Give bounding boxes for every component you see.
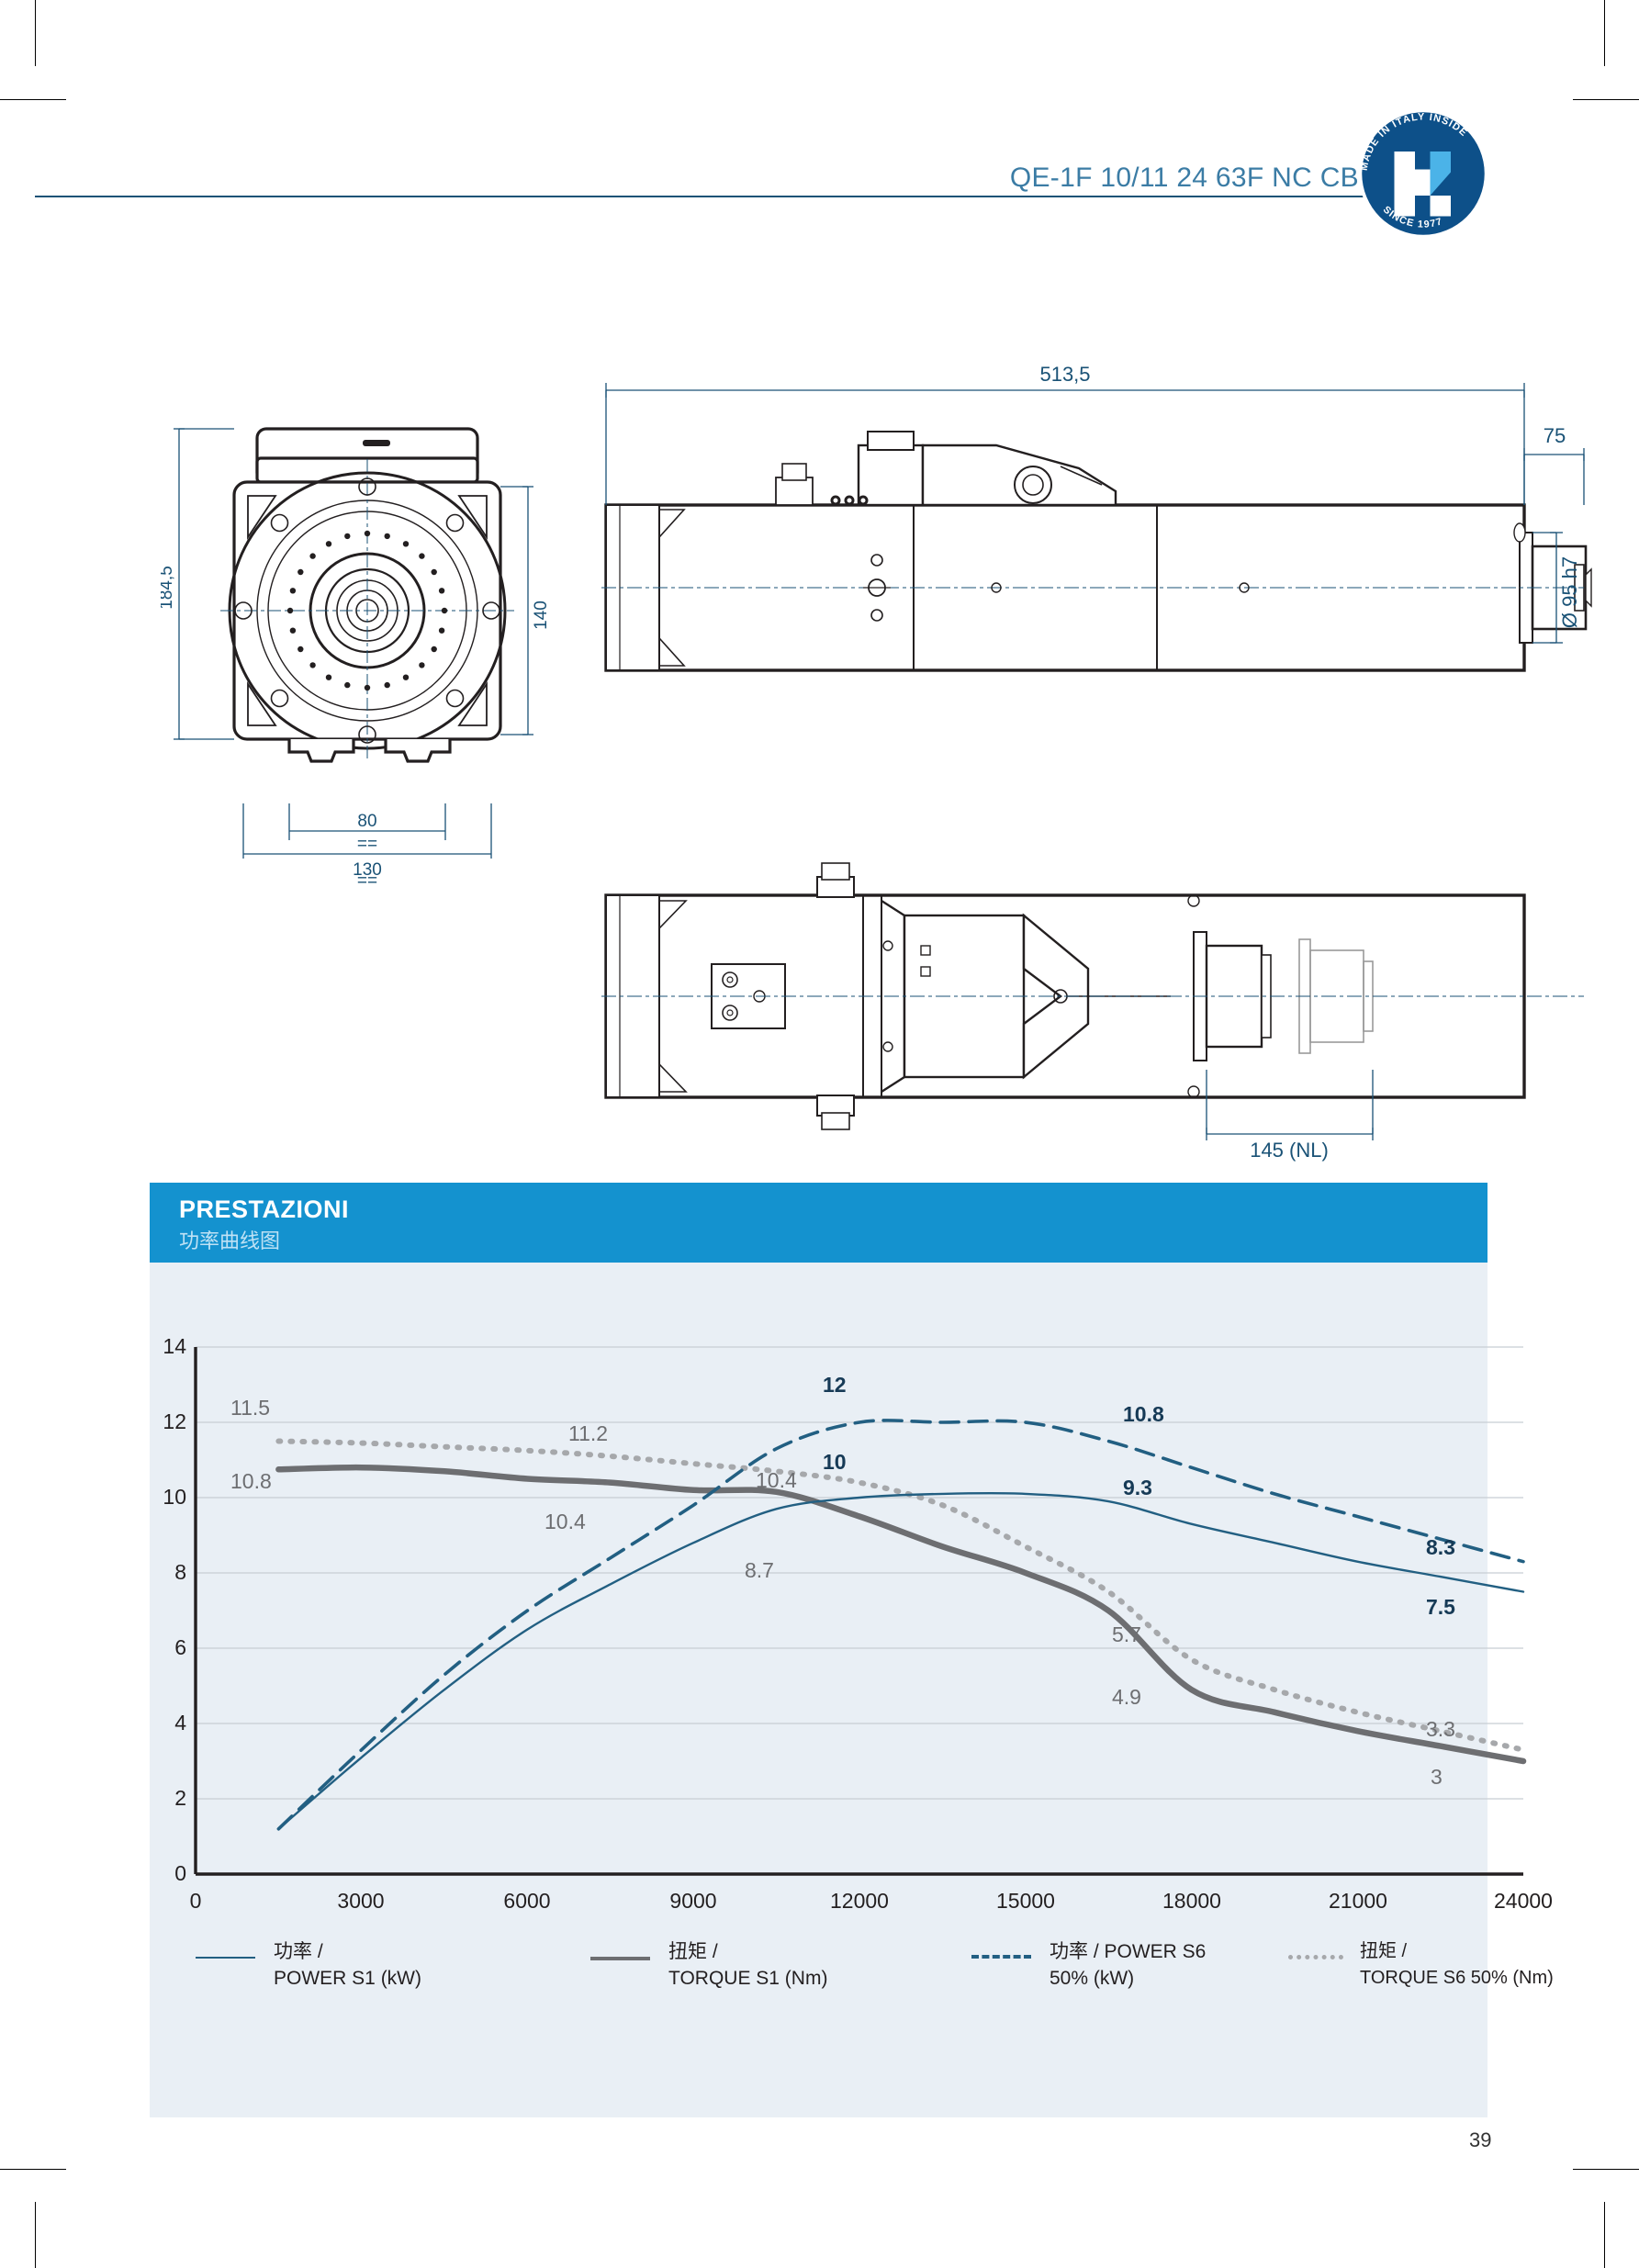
svg-text:10: 10	[823, 1450, 847, 1474]
svg-text:24000: 24000	[1494, 1889, 1553, 1913]
svg-text:9.3: 9.3	[1123, 1476, 1152, 1499]
svg-text:80: 80	[357, 812, 376, 831]
svg-text:0: 0	[190, 1889, 202, 1913]
svg-text:75: 75	[1544, 424, 1566, 447]
svg-text:14: 14	[163, 1334, 186, 1358]
svg-text:11.5: 11.5	[230, 1396, 270, 1420]
svg-text:6: 6	[174, 1635, 186, 1659]
svg-text:6000: 6000	[503, 1889, 550, 1913]
svg-text:184,5: 184,5	[161, 566, 176, 610]
svg-text:4: 4	[174, 1711, 186, 1735]
svg-text:8: 8	[174, 1560, 186, 1584]
svg-text:11.2: 11.2	[568, 1421, 608, 1445]
svg-text:140: 140	[532, 601, 551, 630]
svg-text:10.8: 10.8	[230, 1469, 272, 1493]
svg-text:==: ==	[357, 835, 377, 854]
svg-text:513,5: 513,5	[1039, 363, 1090, 386]
svg-text:21000: 21000	[1329, 1889, 1387, 1913]
svg-text:10.4: 10.4	[544, 1510, 586, 1533]
svg-text:12000: 12000	[830, 1889, 889, 1913]
svg-text:145 (NL): 145 (NL)	[1250, 1139, 1329, 1162]
svg-text:12: 12	[823, 1373, 847, 1397]
svg-text:15000: 15000	[996, 1889, 1055, 1913]
svg-text:8.7: 8.7	[745, 1558, 774, 1582]
svg-text:5.7: 5.7	[1112, 1622, 1141, 1646]
svg-text:3: 3	[1431, 1765, 1443, 1789]
svg-text:0: 0	[174, 1861, 186, 1885]
svg-text:18000: 18000	[1162, 1889, 1221, 1913]
svg-text:==: ==	[357, 871, 377, 886]
svg-text:9000: 9000	[669, 1889, 716, 1913]
svg-text:8.3: 8.3	[1426, 1535, 1455, 1559]
svg-text:10.8: 10.8	[1123, 1402, 1164, 1426]
svg-text:12: 12	[163, 1409, 186, 1433]
svg-text:7.5: 7.5	[1426, 1595, 1455, 1619]
svg-text:Ø 95 h7: Ø 95 h7	[1558, 556, 1581, 628]
svg-text:10.4: 10.4	[756, 1468, 797, 1492]
svg-text:3000: 3000	[337, 1889, 384, 1913]
svg-text:10: 10	[163, 1485, 186, 1509]
svg-text:4.9: 4.9	[1112, 1685, 1141, 1709]
svg-text:3.3: 3.3	[1426, 1717, 1455, 1741]
svg-text:2: 2	[174, 1786, 186, 1810]
